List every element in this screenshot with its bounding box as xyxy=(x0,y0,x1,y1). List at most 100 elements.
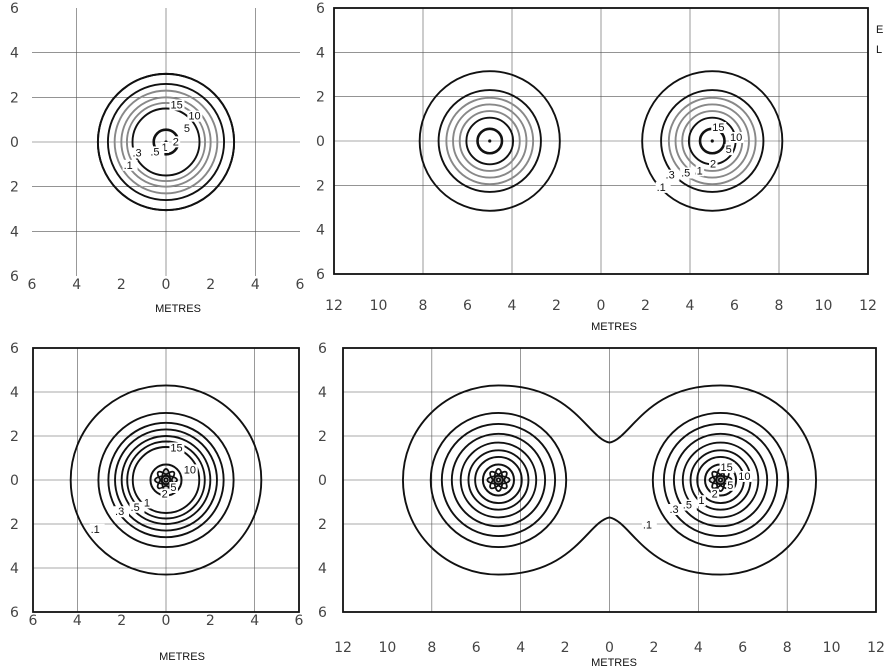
contour-label-bg-2 xyxy=(726,479,735,491)
contour-label-bg-3 xyxy=(160,488,170,500)
contour-ring-1-2 xyxy=(674,103,750,179)
y-tick-label-0: 6 xyxy=(318,341,327,357)
contour-label-4: 1 xyxy=(697,165,703,177)
contour-ring-0-1 xyxy=(467,449,530,511)
y-tick-label-6: 6 xyxy=(318,605,327,621)
source-point-0 xyxy=(495,477,502,483)
x-tick-label-5: 4 xyxy=(251,277,260,293)
contour-label-bg-1 xyxy=(737,471,753,482)
contour-outer xyxy=(69,384,263,576)
contour-label-bg-1 xyxy=(729,132,745,143)
x-tick-label-7: 2 xyxy=(649,640,658,656)
y-tick-label-0: 6 xyxy=(10,341,19,357)
x-tick-label-2: 2 xyxy=(117,613,126,629)
contour-ring-1-4 xyxy=(660,89,765,193)
x-tick-label-0: 12 xyxy=(325,298,343,314)
contour-outer-peanut xyxy=(402,384,817,576)
contour-label-6: .3 xyxy=(666,170,675,182)
contour-label-6: .3 xyxy=(133,148,142,160)
contour-label-0: 15 xyxy=(721,462,733,474)
y-tick-label-1: 4 xyxy=(316,45,325,61)
contour-lines xyxy=(96,72,236,212)
y-tick-label-1: 4 xyxy=(10,385,19,401)
contour-ring-0-4 xyxy=(437,89,542,193)
y-tick-label-4: 2 xyxy=(10,180,19,196)
contour-ring-0-3 xyxy=(113,89,219,195)
x-tick-label-12: 12 xyxy=(859,298,877,314)
contour-ring-0-3 xyxy=(114,428,218,532)
y-tick-label-4: 2 xyxy=(316,178,325,194)
y-tick-label-1: 4 xyxy=(10,46,19,62)
y-tick-label-5: 4 xyxy=(316,223,325,239)
x-tick-label-2: 8 xyxy=(427,640,436,656)
x-tick-label-6: 6 xyxy=(295,613,304,629)
contour-ring-0-4 xyxy=(106,82,226,202)
x-tick-label-9: 6 xyxy=(730,298,739,314)
contour-ring-0-5 xyxy=(429,411,568,549)
petal-0-1 xyxy=(489,470,508,490)
contour-label-bg-3 xyxy=(710,488,720,500)
contour-ring-0-1 xyxy=(458,110,521,172)
x-axis-title: METRES xyxy=(591,657,637,668)
contour-ring-0-2 xyxy=(120,435,212,525)
contour-ring-0-0 xyxy=(465,116,515,166)
contour-ring-1-5 xyxy=(651,411,790,549)
y-tick-label-6: 6 xyxy=(10,269,19,285)
contour-label-7: .1 xyxy=(657,182,666,194)
contour-ring-1-5 xyxy=(641,70,784,212)
y-tick-label-2: 2 xyxy=(10,429,19,445)
x-tick-label-11: 10 xyxy=(815,298,833,314)
contour-label-6: .3 xyxy=(669,504,678,516)
x-tick-label-10: 8 xyxy=(783,640,792,656)
contour-ring-0-0 xyxy=(131,107,201,177)
contour-label-bg-2 xyxy=(724,144,734,156)
x-tick-label-0: 12 xyxy=(334,640,352,656)
contour-label-1: 10 xyxy=(188,111,200,123)
x-tick-label-4: 2 xyxy=(206,613,215,629)
contour-label-2: 5 xyxy=(184,123,190,135)
contour-lines xyxy=(69,384,263,576)
x-tick-label-4: 4 xyxy=(508,298,517,314)
y-tick-label-2: 2 xyxy=(316,90,325,106)
contour-label-0: 15 xyxy=(170,100,182,112)
y-tick-label-4: 2 xyxy=(318,517,327,533)
contour-ring-1-3 xyxy=(667,96,757,186)
y-tick-label-3: 0 xyxy=(10,135,19,151)
contour-label-7: .1 xyxy=(124,160,133,172)
x-tick-label-6: 0 xyxy=(605,640,614,656)
x-tick-label-3: 6 xyxy=(472,640,481,656)
contour-label-bg-0 xyxy=(169,442,185,454)
y-tick-label-0: 6 xyxy=(10,1,19,17)
x-tick-label-2: 8 xyxy=(419,298,428,314)
x-tick-label-5: 4 xyxy=(250,613,259,629)
contour-label-3: 2 xyxy=(162,489,168,501)
x-tick-label-1: 4 xyxy=(72,277,81,293)
contour-label-1: 10 xyxy=(738,471,750,483)
contour-lines xyxy=(402,384,817,576)
contour-label-bg-0 xyxy=(169,99,185,111)
plot-frame xyxy=(342,347,877,613)
contour-label-5: .5 xyxy=(681,167,690,179)
x-tick-label-4: 2 xyxy=(206,277,215,293)
contour-label-2: 5 xyxy=(727,480,733,492)
y-tick-label-2: 2 xyxy=(318,429,327,445)
x-tick-label-3: 0 xyxy=(162,613,171,629)
x-tick-label-1: 10 xyxy=(370,298,388,314)
contour-label-7: .1 xyxy=(643,519,652,531)
contour-ring-0-1 xyxy=(125,101,207,183)
contour-label-5: .5 xyxy=(131,502,140,514)
y-tick-label-4: 2 xyxy=(10,517,19,533)
contour-label-bg-7 xyxy=(655,181,671,193)
contour-ring-0-2 xyxy=(452,103,528,179)
contour-label-bg-5 xyxy=(129,501,145,513)
x-tick-label-3: 0 xyxy=(162,277,171,293)
contour-ring-0-0 xyxy=(474,455,523,505)
contour-label-1: 10 xyxy=(184,464,196,476)
contour-label-0: 15 xyxy=(712,122,724,134)
